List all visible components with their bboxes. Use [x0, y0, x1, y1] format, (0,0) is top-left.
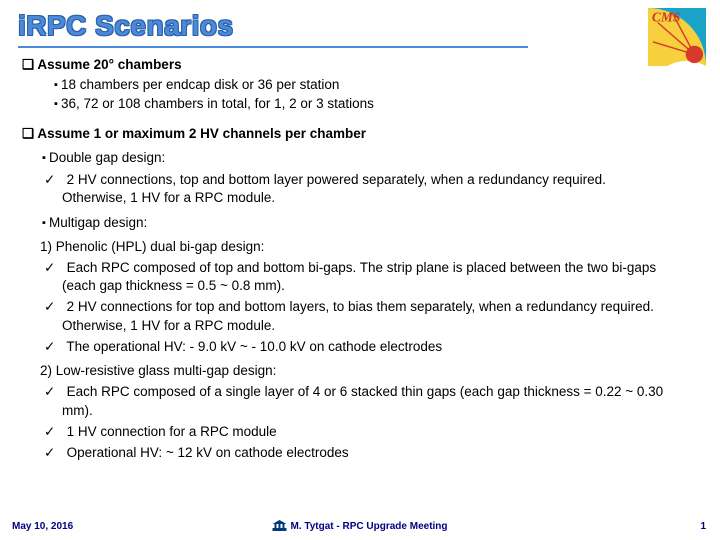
cms-logo-icon: CMS [648, 8, 706, 66]
title-rule [18, 46, 528, 48]
numbered-item: 1) Phenolic (HPL) dual bi-gap design: [40, 238, 702, 256]
svg-text:CMS: CMS [652, 10, 681, 25]
check-item: 2 HV connections for top and bottom laye… [44, 298, 702, 334]
check-item: Each RPC composed of a single layer of 4… [44, 383, 702, 419]
check-item: Each RPC composed of top and bottom bi-g… [44, 259, 702, 295]
check-item: 2 HV connections, top and bottom layer p… [44, 171, 702, 207]
check-item: The operational HV: - 9.0 kV ~ - 10.0 kV… [44, 338, 702, 356]
bullet: 18 chambers per endcap disk or 36 per st… [54, 76, 702, 94]
check-item: Operational HV: ~ 12 kV on cathode elect… [44, 444, 702, 462]
subheading: Double gap design: [42, 149, 702, 167]
numbered-item: 2) Low-resistive glass multi-gap design: [40, 362, 702, 380]
subheading: Multigap design: [42, 214, 702, 232]
footer-center: M. Tytgat - RPC Upgrade Meeting [272, 520, 447, 532]
heading-1: Assume 20° chambers [22, 56, 702, 74]
university-logo-icon [272, 520, 286, 532]
footer-author: M. Tytgat - RPC Upgrade Meeting [290, 521, 447, 532]
heading-2: Assume 1 or maximum 2 HV channels per ch… [22, 125, 702, 143]
footer-date: May 10, 2016 [12, 521, 73, 532]
bullet: 36, 72 or 108 chambers in total, for 1, … [54, 95, 702, 113]
slide-body: Assume 20° chambers 18 chambers per endc… [18, 56, 702, 462]
slide-title: iRPC Scenarios [18, 10, 702, 42]
footer-page: 1 [700, 521, 706, 532]
check-item: 1 HV connection for a RPC module [44, 423, 702, 441]
